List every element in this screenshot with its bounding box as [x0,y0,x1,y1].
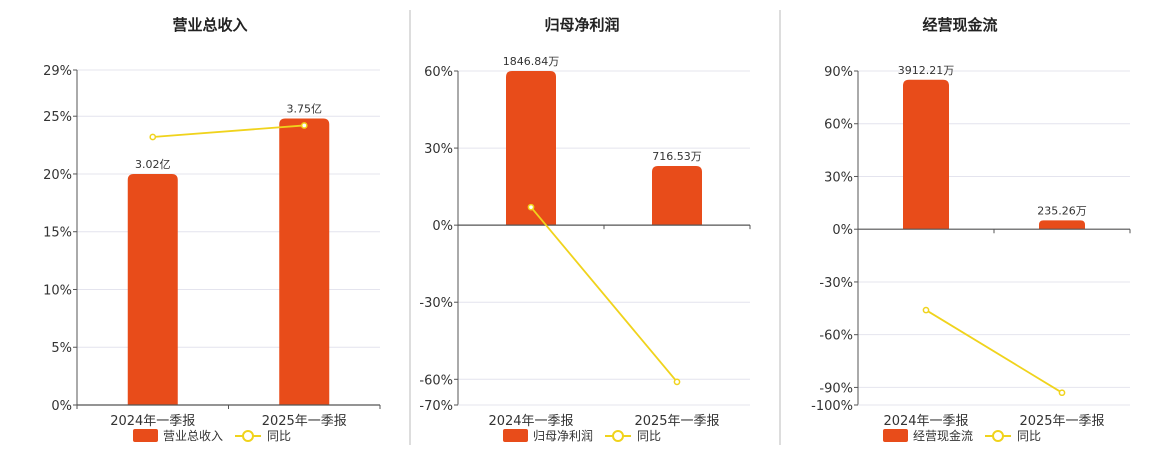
bar [652,166,702,226]
legend-label-bar: 营业总收入 [163,429,223,443]
chart-panel-net-profit: 归母净利润 -70% -60% -30% 0% 30% 60% 1846.84万 716.53… [419,16,751,443]
bar-data-label: 3.75亿 [287,103,323,116]
y-tick-label: 0% [432,219,453,234]
legend-label-bar: 经营现金流 [913,428,973,443]
legend-label-line: 同比 [637,429,661,443]
y-tick-label: 15% [43,226,72,241]
y-tick-label: 60% [424,65,453,80]
legend-swatch-point [612,430,624,442]
legend-label-line: 同比 [267,429,291,443]
y-tick-label: 10% [43,283,72,298]
bar-data-label: 1846.84万 [503,55,560,68]
y-tick-label: 60% [824,118,853,133]
bar-data-label: 235.26万 [1037,204,1087,217]
y-tick-label: 25% [43,110,72,125]
chart-panel-cash-flow: 经营现金流 -100% -90% -60% -30% 0% 30% 60% 90% 3912.2… [811,16,1131,443]
y-tick-label: 0% [51,399,72,414]
yoy-point [1058,389,1066,397]
bar-data-label: 3.02亿 [135,158,171,171]
legend-swatch-bar [503,429,528,442]
legend-label-line: 同比 [1017,429,1041,443]
yoy-point [300,122,308,129]
y-tick-label: 90% [824,65,853,80]
x-category-label: 2024年一季报 [110,414,195,429]
bar-data-label: 3912.21万 [898,64,955,77]
legend-swatch-bar [883,429,908,442]
yoy-line [530,206,678,383]
yoy-point [922,306,930,314]
bar [127,173,178,405]
yoy-point [527,203,535,211]
y-tick-label: 5% [51,341,72,356]
x-category-label: 2025年一季报 [262,414,347,429]
x-category-label: 2025年一季报 [634,414,719,429]
chart-title: 营业总收入 [172,16,247,34]
y-tick-label: 0% [832,223,853,238]
bar [506,71,556,226]
chart-title: 经营现金流 [922,16,997,34]
y-tick-label: -70% [419,399,453,414]
yoy-point [673,378,681,386]
x-category-label: 2024年一季报 [488,414,573,429]
x-category-label: 2024年一季报 [883,414,968,429]
bar [279,118,330,405]
y-tick-label: -30% [419,296,453,311]
y-tick-label: 20% [43,168,72,183]
bar [903,79,949,230]
yoy-line [925,309,1063,394]
y-tick-label: 30% [424,142,453,157]
y-tick-label: -60% [819,329,853,344]
bar [1039,220,1085,230]
y-tick-label: -30% [819,276,853,291]
y-tick-label: 30% [824,170,853,185]
chart-panel-revenue: 营业总收入 0% 5% 10% 15% 20% 25% 29% 3.02亿 3.75亿 2024年… [43,16,381,443]
y-tick-label: -100% [811,399,853,414]
x-category-label: 2025年一季报 [1019,414,1104,429]
bar-data-label: 716.53万 [652,150,702,163]
yoy-line [152,124,305,138]
chart-title: 归母净利润 [544,16,619,34]
legend-swatch-point [992,430,1004,442]
yoy-point [149,133,157,141]
y-tick-label: -90% [819,381,853,396]
legend-swatch-bar [133,429,158,442]
y-tick-label: -60% [419,373,453,388]
legend-label-bar: 归母净利润 [533,429,593,443]
y-tick-label: 29% [43,64,72,79]
legend-swatch-point [242,430,254,442]
